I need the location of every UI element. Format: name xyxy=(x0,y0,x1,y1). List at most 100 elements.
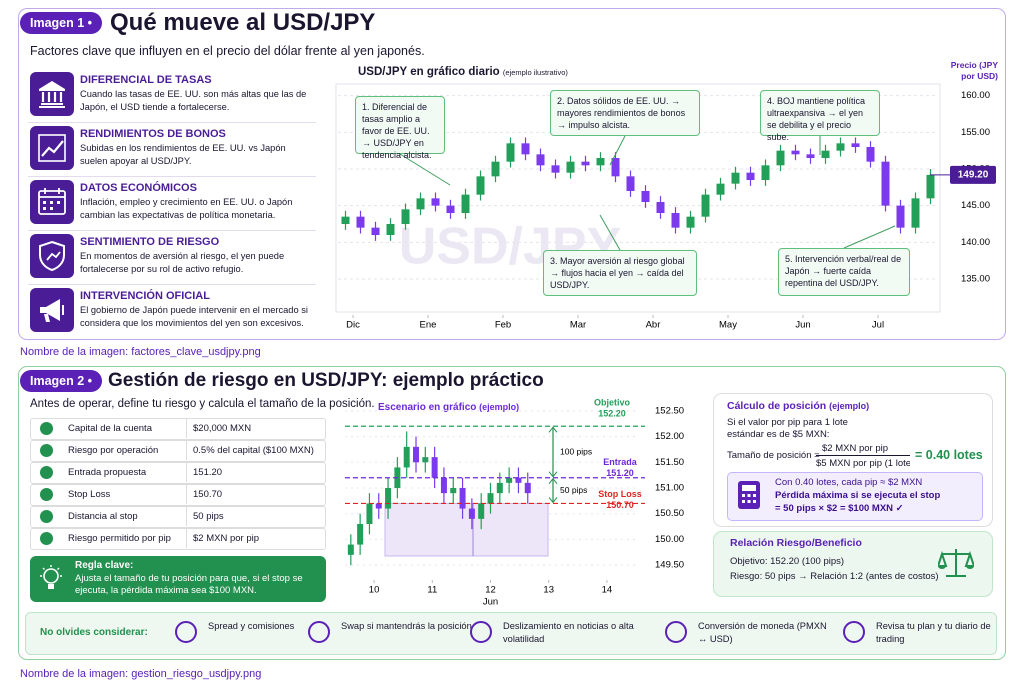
factor-text: El gobierno de Japón puede intervenir en… xyxy=(80,305,308,328)
image-tag: Imagen 2 • xyxy=(20,370,103,392)
factor-title: DATOS ECONÓMICOS xyxy=(80,182,197,194)
table-icon xyxy=(40,466,53,479)
calc-numerator: $2 MXN por pip xyxy=(822,443,889,454)
table-divider xyxy=(186,507,187,526)
subtitle: Factores clave que influyen en el precio… xyxy=(30,44,425,58)
table-value: 151.20 xyxy=(193,467,223,478)
calc-result: = 0.40 lotes xyxy=(915,448,983,462)
annotation: 4. BOJ mantiene política ultraexpansiva … xyxy=(760,90,880,142)
separator xyxy=(28,122,316,123)
reminder-icon xyxy=(665,621,687,643)
table-icon xyxy=(40,422,53,435)
calc-title-text: Cálculo de posición xyxy=(727,400,827,412)
table-row xyxy=(30,440,326,462)
rr-line: Objetivo: 152.20 (100 pips) xyxy=(730,556,845,567)
table-icon xyxy=(40,510,53,523)
chart-title: USD/JPY en gráfico diario (ejemplo ilust… xyxy=(358,66,568,78)
factor-title: RENDIMIENTOS DE BONOS xyxy=(80,128,226,140)
reminder-text: Spread y comisiones xyxy=(208,621,295,631)
table-row xyxy=(30,528,326,550)
table-value: 150.70 xyxy=(193,489,223,500)
reminder-icon xyxy=(175,621,197,643)
table-value: 0.5% del capital ($100 MXN) xyxy=(193,445,314,456)
chart-title-text: USD/JPY en gráfico diario xyxy=(358,66,500,78)
reminder-text: Swap si mantendrás la posición xyxy=(341,621,472,631)
calc-box-text: Con 0.40 lotes, cada pip ≈ $2 MXN Pérdida… xyxy=(775,476,940,515)
calc-note: (ejemplo) xyxy=(829,401,870,411)
table-row xyxy=(30,418,326,440)
caption: Nombre de la imagen: gestion_riesgo_usdj… xyxy=(20,668,262,680)
table-divider xyxy=(186,441,187,460)
table-divider xyxy=(186,463,187,482)
factor-icon xyxy=(30,126,74,170)
factor-text: En momentos de aversión al riesgo, el ye… xyxy=(80,251,285,274)
calc-box xyxy=(727,472,983,521)
chart-title: Escenario en gráfico (ejemplo) xyxy=(378,402,519,413)
table-value: 50 pips xyxy=(193,511,224,522)
table-label: Entrada propuesta xyxy=(68,467,147,478)
factor-icon xyxy=(30,288,74,332)
annotation: 1. Diferencial de tasas amplio a favor d… xyxy=(355,96,445,160)
calc-formula: Tamaño de posición = xyxy=(727,450,820,461)
table-label: Stop Loss xyxy=(68,489,111,500)
table-label: Riesgo por operación xyxy=(68,445,159,456)
table-icon xyxy=(40,444,53,457)
table-value: $20,000 MXN xyxy=(193,423,252,434)
table-row xyxy=(30,462,326,484)
caption: Nombre de la imagen: factores_clave_usdj… xyxy=(20,346,261,358)
title: Gestión de riesgo en USD/JPY: ejemplo pr… xyxy=(108,370,544,391)
scale-icon xyxy=(938,549,974,577)
fraction-line xyxy=(816,455,910,456)
factor-text: Cuando las tasas de EE. UU. son más alta… xyxy=(80,89,307,112)
section-1 xyxy=(18,8,1006,340)
table-value: $2 MXN por pip xyxy=(193,533,260,544)
calculator-icon xyxy=(738,481,760,509)
table-divider xyxy=(186,485,187,504)
reminder-text: Deslizamiento en noticias o alta volatil… xyxy=(503,621,634,644)
reminder-text: Conversión de moneda (PMXN ↔ USD) xyxy=(698,621,827,644)
factor-icon xyxy=(30,234,74,278)
table-row xyxy=(30,506,326,528)
y-axis-label: Precio (JPY por USD) xyxy=(950,60,998,81)
factor-icon xyxy=(30,72,74,116)
calc-box-line: Con 0.40 lotes, cada pip ≈ $2 MXN xyxy=(775,477,923,488)
reminder-text: Revisa tu plan y tu diario de trading xyxy=(876,621,991,644)
reminder-icon xyxy=(470,621,492,643)
rule-box xyxy=(30,556,326,602)
chart-note: (ejemplo ilustrativo) xyxy=(502,68,568,77)
table-label: Capital de la cuenta xyxy=(68,423,152,434)
rule-title: Regla clave: xyxy=(75,560,134,571)
rr-title: Relación Riesgo/Beneficio xyxy=(730,537,862,549)
table-icon xyxy=(40,532,53,545)
reminder-icon xyxy=(843,621,865,643)
calc-denominator: $5 MXN por pip (1 lote xyxy=(816,458,910,469)
title: Qué mueve al USD/JPY xyxy=(110,9,376,36)
separator xyxy=(28,230,316,231)
separator xyxy=(28,284,316,285)
reminder-title: No olvides considerar: xyxy=(40,627,148,638)
section-2 xyxy=(18,366,1006,660)
calc-box-line: Pérdida máxima si se ejecuta el stop xyxy=(775,490,941,501)
factor-text: Subidas en los rendimientos de EE. UU. v… xyxy=(80,143,286,166)
calc-intro: Si el valor por pip para 1 lote estándar… xyxy=(727,417,848,440)
table-label: Distancia al stop xyxy=(68,511,138,522)
table-row xyxy=(30,484,326,506)
table-icon xyxy=(40,488,53,501)
annotation: 2. Datos sólidos de EE. UU. → mayores re… xyxy=(550,90,700,136)
calc-title: Cálculo de posición (ejemplo) xyxy=(727,400,869,412)
image-tag: Imagen 1 • xyxy=(20,12,103,34)
annotation: 3. Mayor aversión al riesgo global → flu… xyxy=(543,250,697,296)
rule-text: Ajusta el tamaño de tu posición para que… xyxy=(75,573,303,596)
calc-panel xyxy=(713,393,993,527)
factor-title: DIFERENCIAL DE TASAS xyxy=(80,74,212,86)
chart-note: (ejemplo) xyxy=(479,402,520,412)
table-divider xyxy=(186,529,187,548)
factor-icon xyxy=(30,180,74,224)
calc-box-line: = 50 pips × $2 = $100 MXN ✓ xyxy=(775,503,904,514)
reminder-icon xyxy=(308,621,330,643)
bulb-icon xyxy=(40,565,62,589)
subtitle: Antes de operar, define tu riesgo y calc… xyxy=(30,398,375,410)
factor-title: INTERVENCIÓN OFICIAL xyxy=(80,290,210,302)
factor-text: Inflación, empleo y crecimiento en EE. U… xyxy=(80,197,293,220)
table-divider xyxy=(186,419,187,438)
